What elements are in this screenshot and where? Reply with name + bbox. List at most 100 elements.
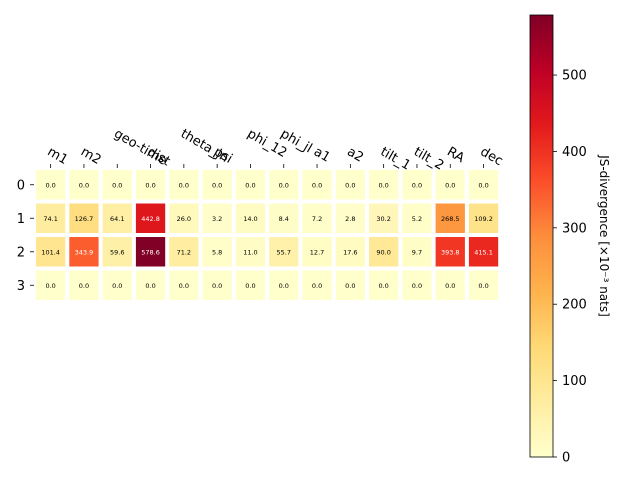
heatmap-cell bbox=[468, 170, 499, 200]
heatmap-cell bbox=[468, 237, 499, 267]
cell-value-label: 0.0 bbox=[345, 282, 355, 290]
heatmap-cell bbox=[102, 170, 132, 200]
colorbar-ticks: 0 100 200 300 400 500 bbox=[553, 69, 587, 466]
cell-value-label: 0.0 bbox=[279, 181, 289, 189]
cell-value-label: 59.6 bbox=[110, 248, 124, 256]
cell-value-label: 90.0 bbox=[376, 248, 390, 256]
heatmap-cell bbox=[369, 170, 399, 200]
y-tick-label: 2 bbox=[17, 245, 25, 260]
y-tick-label: 3 bbox=[17, 279, 25, 294]
heatmap-cell bbox=[36, 237, 66, 267]
heatmap-cell bbox=[269, 203, 299, 233]
cell-value-label: 14.0 bbox=[243, 215, 257, 223]
heatmap-cell bbox=[302, 270, 332, 300]
heatmap-cell bbox=[468, 270, 499, 300]
heatmap-cell bbox=[402, 170, 432, 200]
cell-value-label: 0.0 bbox=[79, 282, 89, 290]
heatmap-cell bbox=[169, 237, 199, 267]
cell-value-label: 343.9 bbox=[75, 248, 94, 256]
heatmap-cell bbox=[335, 170, 365, 200]
heatmap-cells bbox=[36, 170, 499, 300]
x-tick-label: a2 bbox=[344, 144, 366, 165]
colorbar-tick-label: 0 bbox=[562, 451, 570, 466]
heatmap-cell bbox=[69, 170, 99, 200]
heatmap-cell bbox=[302, 203, 332, 233]
cell-value-label: 7.2 bbox=[312, 215, 322, 223]
heatmap-cell bbox=[302, 237, 332, 267]
colorbar-tick-label: 100 bbox=[562, 374, 587, 389]
cell-value-label: 0.0 bbox=[478, 181, 488, 189]
cell-value-labels: 0.0 0.0 0.0 0.0 0.0 0.0 0.0 0.0 0.0 0.0 0.0 0.0 0.0 0… bbox=[41, 181, 493, 290]
cell-value-label: 0.0 bbox=[312, 282, 322, 290]
cell-value-label: 9.7 bbox=[412, 248, 422, 256]
cell-value-label: 26.0 bbox=[177, 215, 191, 223]
heatmap-cell bbox=[102, 270, 132, 300]
cell-value-label: 415.1 bbox=[474, 248, 493, 256]
heatmap-cell bbox=[269, 270, 299, 300]
heatmap-cell bbox=[135, 270, 166, 300]
cell-value-label: 268.5 bbox=[441, 215, 460, 223]
heatmap-cell bbox=[169, 203, 199, 233]
cell-value-label: 0.0 bbox=[45, 282, 55, 290]
cell-value-label: 126.7 bbox=[75, 215, 94, 223]
cell-value-label: 2.8 bbox=[345, 215, 355, 223]
heatmap-cell bbox=[36, 203, 66, 233]
cell-value-label: 0.0 bbox=[112, 282, 122, 290]
x-tick-label: dec bbox=[478, 144, 506, 169]
heatmap-cell bbox=[102, 203, 132, 233]
heatmap-cell bbox=[36, 270, 66, 300]
cell-value-label: 0.0 bbox=[412, 282, 422, 290]
heatmap-cell bbox=[402, 203, 432, 233]
heatmap-cell bbox=[435, 203, 465, 233]
heatmap-cell bbox=[435, 270, 465, 300]
cell-value-label: 442.8 bbox=[141, 215, 160, 223]
heatmap-cell bbox=[435, 237, 465, 267]
heatmap-cell bbox=[269, 237, 299, 267]
cell-value-label: 0.0 bbox=[478, 282, 488, 290]
heatmap-cell bbox=[169, 170, 199, 200]
cell-value-label: 5.8 bbox=[212, 248, 222, 256]
cell-value-label: 101.4 bbox=[41, 248, 60, 256]
heatmap-cell bbox=[135, 170, 166, 200]
cell-value-label: 0.0 bbox=[445, 181, 455, 189]
cell-value-label: 0.0 bbox=[345, 181, 355, 189]
cell-value-label: 17.6 bbox=[343, 248, 357, 256]
x-tick-label: RA bbox=[444, 144, 467, 166]
cell-value-label: 0.0 bbox=[212, 282, 222, 290]
cell-value-label: 30.2 bbox=[376, 215, 390, 223]
colorbar-tick-label: 300 bbox=[562, 221, 587, 236]
y-tick-label: 0 bbox=[17, 178, 25, 193]
colorbar-gradient bbox=[529, 14, 554, 458]
cell-value-label: 55.7 bbox=[277, 248, 291, 256]
cell-value-label: 0.0 bbox=[378, 282, 388, 290]
heatmap-cell bbox=[202, 170, 232, 200]
heatmap-cell bbox=[369, 203, 399, 233]
heatmap-cell bbox=[69, 203, 99, 233]
cell-value-label: 0.0 bbox=[179, 181, 189, 189]
cell-value-label: 0.0 bbox=[445, 282, 455, 290]
cell-value-label: 0.0 bbox=[79, 181, 89, 189]
cell-value-label: 0.0 bbox=[378, 181, 388, 189]
heatmap-cell bbox=[335, 270, 365, 300]
heatmap-cell bbox=[235, 203, 266, 233]
cell-value-label: 64.1 bbox=[110, 215, 124, 223]
heatmap-cell bbox=[102, 237, 132, 267]
heatmap-cell bbox=[435, 170, 465, 200]
heatmap-cell bbox=[69, 237, 99, 267]
cell-value-label: 74.1 bbox=[43, 215, 57, 223]
heatmap-cell bbox=[369, 237, 399, 267]
heatmap-cell bbox=[235, 170, 266, 200]
heatmap-cell bbox=[36, 170, 66, 200]
cell-value-label: 11.0 bbox=[243, 248, 257, 256]
y-axis-ticks: 0 1 2 3 bbox=[17, 178, 34, 294]
colorbar-tick-label: 200 bbox=[562, 298, 587, 313]
x-tick-label: m1 bbox=[45, 144, 71, 167]
heatmap-cell bbox=[235, 237, 266, 267]
cell-value-label: 393.8 bbox=[441, 248, 460, 256]
colorbar-label: JS-divergence [×10⁻³ nats] bbox=[597, 154, 611, 317]
cell-value-label: 578.6 bbox=[141, 248, 160, 256]
cell-value-label: 0.0 bbox=[245, 181, 255, 189]
heatmap-cell bbox=[202, 203, 232, 233]
